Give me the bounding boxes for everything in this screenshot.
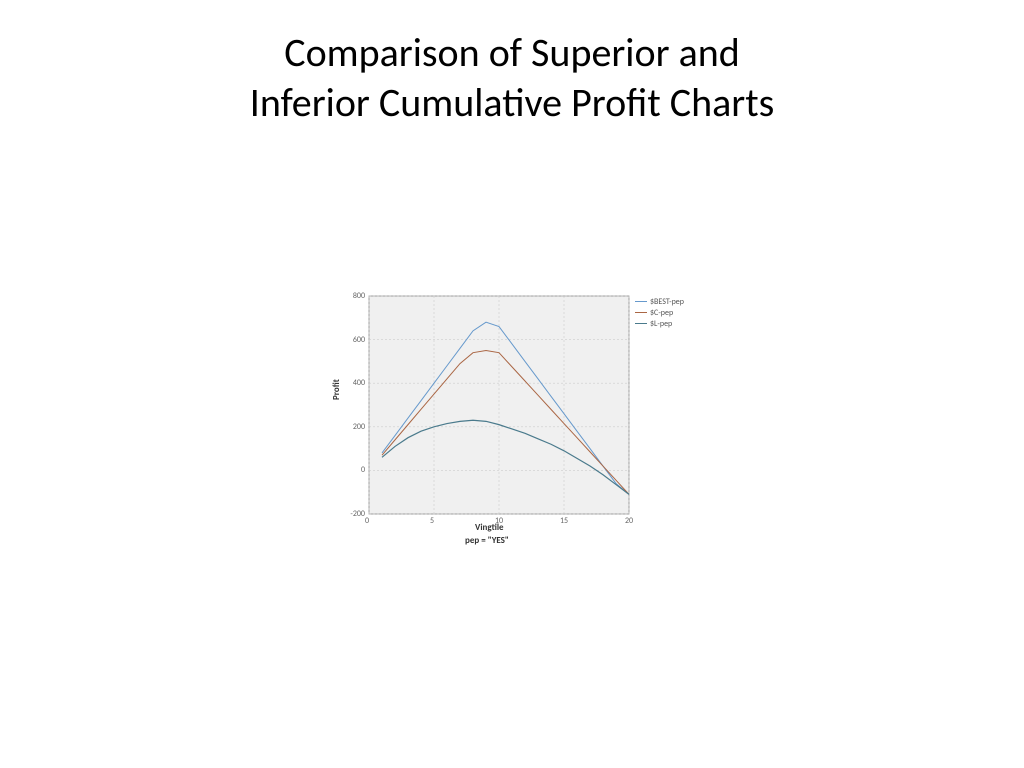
legend-label: $L-pep [650,319,672,329]
legend-label: $C-pep [650,308,673,318]
title-line-1: Comparison of Superior and [0,28,1024,78]
legend-item: $BEST-pep [635,296,684,307]
chart-svg [335,290,705,550]
legend-swatch [635,301,647,302]
x-tick: 5 [430,516,434,526]
slide-title: Comparison of Superior and Inferior Cumu… [0,0,1024,128]
legend-item: $L-pep [635,318,684,329]
y-tick: 600 [353,335,365,345]
y-tick: -200 [350,509,365,519]
y-tick: 800 [353,291,365,301]
x-tick: 10 [495,516,503,526]
chart-sublabel: pep = "YES" [465,535,509,546]
legend-swatch [635,323,647,324]
x-tick: 20 [625,516,633,526]
x-tick: 15 [560,516,568,526]
y-tick: 400 [353,378,365,388]
y-axis-label: Profit [331,379,342,400]
title-line-2: Inferior Cumulative Profit Charts [0,78,1024,128]
legend-swatch [635,312,647,313]
y-tick: 0 [361,465,365,475]
legend-label: $BEST-pep [650,297,684,307]
y-tick: 200 [353,422,365,432]
chart-legend: $BEST-pep$C-pep$L-pep [635,296,684,329]
x-tick: 0 [365,516,369,526]
profit-chart: Profit Vingtile pep = "YES" -20002004006… [335,290,705,570]
legend-item: $C-pep [635,307,684,318]
